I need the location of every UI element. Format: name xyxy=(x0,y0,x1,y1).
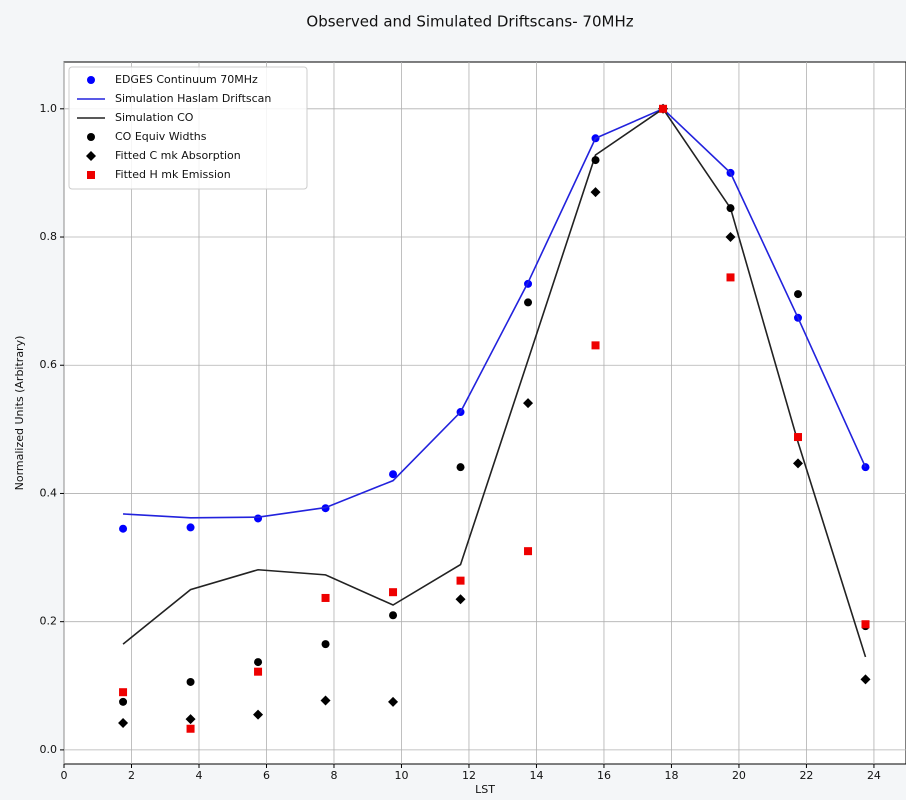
point xyxy=(321,593,330,602)
x-tick-label: 20 xyxy=(732,769,746,782)
point xyxy=(861,620,870,629)
point xyxy=(253,709,264,720)
y-tick-label: 1.0 xyxy=(40,102,58,115)
point xyxy=(455,594,466,605)
x-tick-label: 18 xyxy=(664,769,678,782)
y-axis-label: Normalized Units (Arbitrary) xyxy=(13,336,26,491)
point xyxy=(524,547,533,556)
point xyxy=(524,298,533,307)
x-axis-label: LST xyxy=(475,783,495,796)
point xyxy=(591,156,600,165)
legend-label: Fitted H mk Emission xyxy=(115,168,231,181)
legend-label: Fitted C mk Absorption xyxy=(115,149,241,162)
point xyxy=(118,717,129,728)
x-tick-label: 12 xyxy=(462,769,476,782)
y-tick-label: 0.4 xyxy=(40,486,58,499)
legend-label: Simulation Haslam Driftscan xyxy=(115,92,271,105)
point xyxy=(726,204,735,213)
point xyxy=(794,433,803,442)
point xyxy=(254,667,263,676)
series-line xyxy=(122,107,867,658)
point xyxy=(185,714,196,725)
chart-title: Observed and Simulated Driftscans- 70MHz xyxy=(306,13,633,31)
x-tick-label: 16 xyxy=(597,769,611,782)
point xyxy=(389,588,398,597)
point xyxy=(186,677,195,686)
legend-label: CO Equiv Widths xyxy=(115,130,207,143)
point xyxy=(119,697,128,706)
point xyxy=(659,104,668,113)
legend-swatch xyxy=(86,151,96,161)
point xyxy=(860,674,871,685)
x-tick-label: 14 xyxy=(529,769,543,782)
y-tick-label: 0.2 xyxy=(40,615,58,628)
legend-swatch xyxy=(87,171,95,179)
legend-swatch xyxy=(87,76,95,84)
point xyxy=(321,640,330,649)
point xyxy=(726,273,735,282)
point xyxy=(591,341,600,350)
series-line xyxy=(123,107,867,519)
legend-swatch xyxy=(87,133,95,141)
x-tick-label: 8 xyxy=(330,769,337,782)
point xyxy=(389,470,398,479)
point xyxy=(320,695,331,706)
point xyxy=(794,290,803,299)
point xyxy=(119,524,128,533)
point xyxy=(254,514,263,523)
y-tick-label: 0.6 xyxy=(40,358,58,371)
legend-label: EDGES Continuum 70MHz xyxy=(115,73,258,86)
legend: EDGES Continuum 70MHz Simulation Haslam D… xyxy=(68,66,308,190)
point xyxy=(523,398,534,409)
x-tick-label: 4 xyxy=(195,769,202,782)
x-tick-label: 10 xyxy=(394,769,408,782)
point xyxy=(186,724,195,733)
x-tick-label: 0 xyxy=(61,769,68,782)
legend-label: Simulation CO xyxy=(115,111,194,124)
y-tick-label: 0.8 xyxy=(40,230,58,243)
point xyxy=(456,463,465,472)
point xyxy=(254,658,263,667)
point xyxy=(725,232,736,243)
legend-box xyxy=(68,66,308,190)
x-tick-label: 2 xyxy=(128,769,135,782)
x-tick-label: 6 xyxy=(263,769,270,782)
point xyxy=(119,688,128,697)
point xyxy=(793,458,804,469)
x-tick-label: 24 xyxy=(867,769,881,782)
point xyxy=(186,523,195,532)
point xyxy=(456,576,465,585)
y-tick-label: 0.0 xyxy=(40,743,58,756)
point xyxy=(590,187,601,198)
point xyxy=(388,696,399,707)
point xyxy=(389,611,398,620)
x-tick-label: 22 xyxy=(799,769,813,782)
